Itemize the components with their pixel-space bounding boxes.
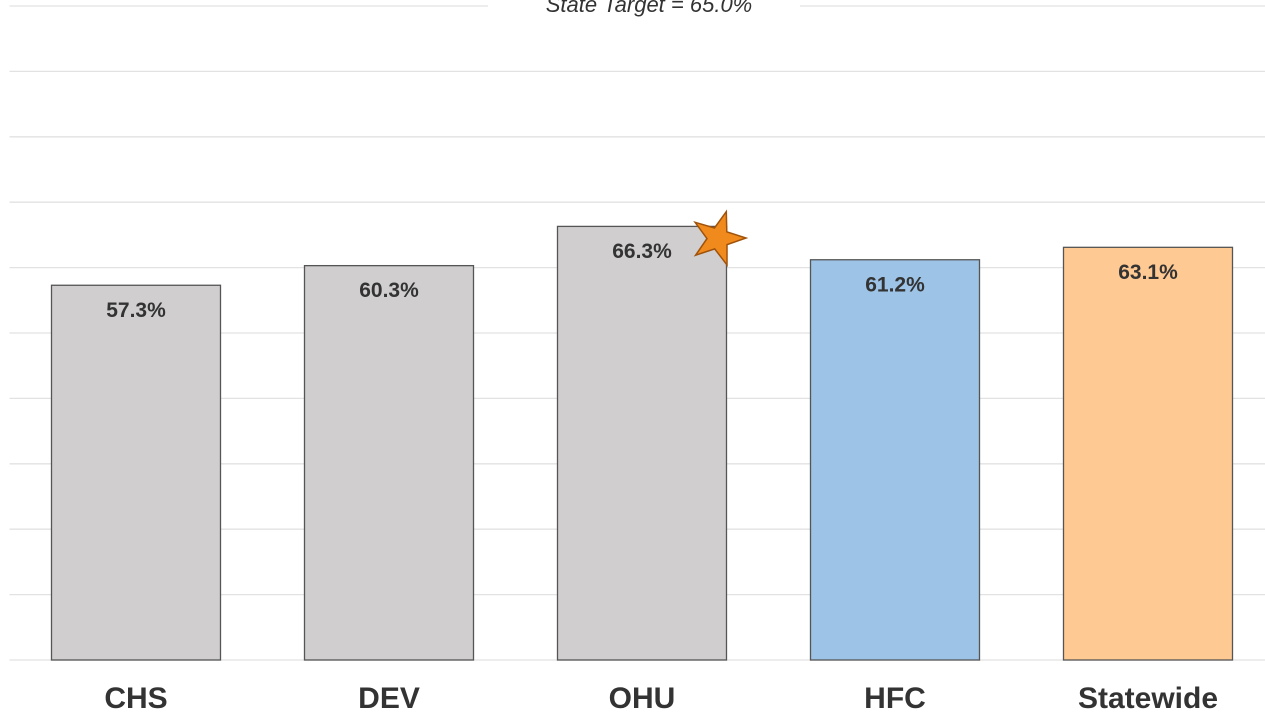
bar (303, 264, 475, 661)
bar (50, 284, 222, 661)
value-label: 63.1% (1118, 261, 1178, 284)
bar (1062, 246, 1234, 661)
value-label: 66.3% (612, 240, 672, 263)
x-tick-label: HFC (864, 682, 926, 715)
value-label: 61.2% (865, 273, 925, 296)
annotation-bg (488, 0, 800, 16)
x-tick-label: CHS (104, 682, 167, 715)
star-icon (693, 209, 749, 268)
bar (809, 259, 981, 661)
bars: 57.3% CHS 60.3% DEV 66.3% OHU 61.2% HFC 63.1% Sta… (50, 225, 1234, 715)
x-tick-label: DEV (358, 682, 420, 715)
value-label: 57.3% (106, 299, 166, 322)
bar (556, 225, 728, 661)
annotation: State Target = 65.0% (546, 0, 753, 17)
x-tick-label: Statewide (1078, 682, 1218, 715)
x-tick-label: OHU (609, 682, 676, 715)
value-label: 60.3% (359, 279, 419, 302)
